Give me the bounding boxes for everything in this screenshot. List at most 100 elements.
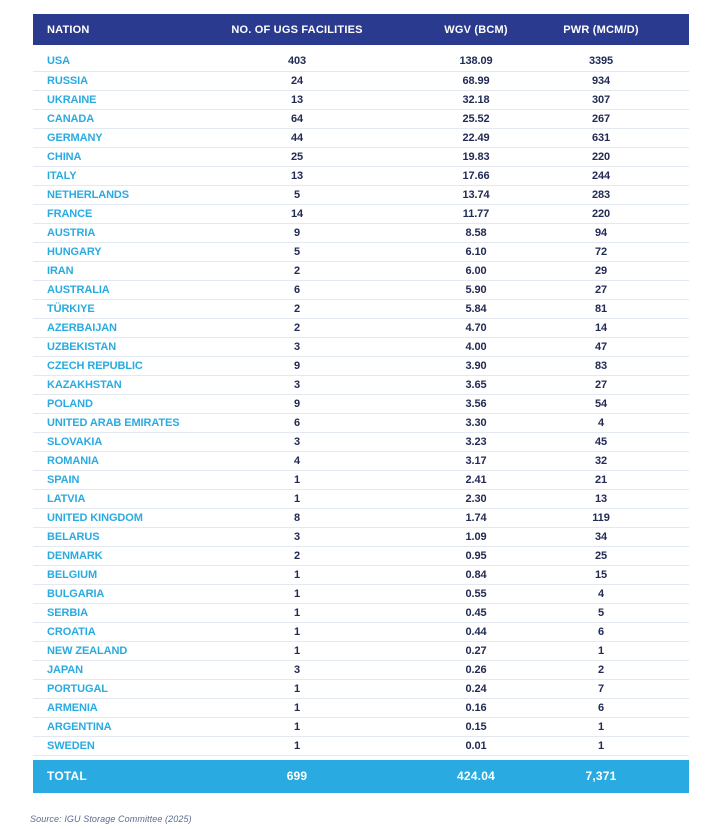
facilities-cell: 2 <box>183 261 411 281</box>
pwr-cell: 27 <box>541 375 689 395</box>
facilities-cell: 1 <box>183 736 411 756</box>
table-row: SERBIA 1 0.45 5 <box>33 603 689 623</box>
facilities-cell: 8 <box>183 508 411 528</box>
facilities-cell: 13 <box>183 166 411 186</box>
wgv-cell: 2.30 <box>411 489 541 509</box>
table-row: USA 403 138.09 3395 <box>33 52 689 72</box>
nation-cell: USA <box>33 52 183 72</box>
pwr-cell: 244 <box>541 166 689 186</box>
pwr-cell: 3395 <box>541 52 689 72</box>
facilities-cell: 1 <box>183 603 411 623</box>
table-row: KAZAKHSTAN 3 3.65 27 <box>33 375 689 395</box>
nation-cell: POLAND <box>33 394 183 414</box>
nation-cell: BELARUS <box>33 527 183 547</box>
nation-cell: ARGENTINA <box>33 717 183 737</box>
facilities-cell: 14 <box>183 204 411 224</box>
column-header-wgv: WGV (BCM) <box>411 14 541 45</box>
nation-cell: ARMENIA <box>33 698 183 718</box>
wgv-cell: 138.09 <box>411 52 541 72</box>
table-row: UKRAINE 13 32.18 307 <box>33 90 689 110</box>
nation-cell: UNITED ARAB EMIRATES <box>33 413 183 433</box>
wgv-cell: 3.23 <box>411 432 541 452</box>
pwr-cell: 15 <box>541 565 689 585</box>
table-row: ROMANIA 4 3.17 32 <box>33 451 689 471</box>
nation-cell: SLOVAKIA <box>33 432 183 452</box>
nation-cell: BULGARIA <box>33 584 183 604</box>
facilities-cell: 1 <box>183 679 411 699</box>
wgv-cell: 22.49 <box>411 128 541 148</box>
table-row: CROATIA 1 0.44 6 <box>33 622 689 642</box>
pwr-cell: 6 <box>541 698 689 718</box>
wgv-cell: 0.44 <box>411 622 541 642</box>
facilities-cell: 2 <box>183 546 411 566</box>
pwr-cell: 631 <box>541 128 689 148</box>
facilities-cell: 24 <box>183 71 411 91</box>
nation-cell: NEW ZEALAND <box>33 641 183 661</box>
table-row: JAPAN 3 0.26 2 <box>33 660 689 680</box>
pwr-cell: 29 <box>541 261 689 281</box>
wgv-cell: 13.74 <box>411 185 541 205</box>
pwr-cell: 5 <box>541 603 689 623</box>
table-row: SLOVAKIA 3 3.23 45 <box>33 432 689 452</box>
nation-cell: ROMANIA <box>33 451 183 471</box>
table-row: ARGENTINA 1 0.15 1 <box>33 717 689 737</box>
pwr-cell: 220 <box>541 204 689 224</box>
pwr-cell: 6 <box>541 622 689 642</box>
pwr-cell: 4 <box>541 584 689 604</box>
pwr-cell: 54 <box>541 394 689 414</box>
wgv-cell: 11.77 <box>411 204 541 224</box>
source-note: Source: IGU Storage Committee (2025) <box>30 814 192 824</box>
pwr-cell: 4 <box>541 413 689 433</box>
nation-cell: CANADA <box>33 109 183 129</box>
pwr-cell: 72 <box>541 242 689 262</box>
table-row: BELGIUM 1 0.84 15 <box>33 565 689 585</box>
wgv-cell: 0.24 <box>411 679 541 699</box>
facilities-cell: 3 <box>183 527 411 547</box>
facilities-cell: 3 <box>183 432 411 452</box>
total-pwr: 7,371 <box>585 769 617 783</box>
nation-cell: CZECH REPUBLIC <box>33 356 183 376</box>
wgv-cell: 5.84 <box>411 299 541 319</box>
total-facilities: 699 <box>286 769 308 783</box>
table-header: NATION NO. OF UGS FACILITIES WGV (BCM) P… <box>33 14 689 45</box>
facilities-cell: 9 <box>183 356 411 376</box>
wgv-cell: 17.66 <box>411 166 541 186</box>
pwr-cell: 34 <box>541 527 689 547</box>
facilities-cell: 13 <box>183 90 411 110</box>
nation-cell: LATVIA <box>33 489 183 509</box>
nation-cell: CROATIA <box>33 622 183 642</box>
pwr-cell: 119 <box>541 508 689 528</box>
wgv-cell: 6.00 <box>411 261 541 281</box>
pwr-cell: 7 <box>541 679 689 699</box>
facilities-cell: 2 <box>183 318 411 338</box>
wgv-cell: 6.10 <box>411 242 541 262</box>
nation-cell: RUSSIA <box>33 71 183 91</box>
facilities-cell: 2 <box>183 299 411 319</box>
table-row: CZECH REPUBLIC 9 3.90 83 <box>33 356 689 376</box>
pwr-cell: 21 <box>541 470 689 490</box>
nation-cell: UNITED KINGDOM <box>33 508 183 528</box>
table-row: BULGARIA 1 0.55 4 <box>33 584 689 604</box>
facilities-cell: 1 <box>183 622 411 642</box>
nation-cell: IRAN <box>33 261 183 281</box>
nation-cell: AUSTRALIA <box>33 280 183 300</box>
wgv-cell: 3.17 <box>411 451 541 471</box>
wgv-cell: 25.52 <box>411 109 541 129</box>
wgv-cell: 3.90 <box>411 356 541 376</box>
table-row: UNITED ARAB EMIRATES 6 3.30 4 <box>33 413 689 433</box>
facilities-cell: 1 <box>183 584 411 604</box>
wgv-cell: 3.30 <box>411 413 541 433</box>
table-row: HUNGARY 5 6.10 72 <box>33 242 689 262</box>
wgv-cell: 0.01 <box>411 736 541 756</box>
wgv-cell: 68.99 <box>411 71 541 91</box>
table-row: UZBEKISTAN 3 4.00 47 <box>33 337 689 357</box>
pwr-cell: 307 <box>541 90 689 110</box>
facilities-cell: 5 <box>183 185 411 205</box>
wgv-cell: 5.90 <box>411 280 541 300</box>
facilities-cell: 44 <box>183 128 411 148</box>
nation-cell: AUSTRIA <box>33 223 183 243</box>
ugs-facilities-table: NATION NO. OF UGS FACILITIES WGV (BCM) P… <box>33 14 689 793</box>
table-row: PORTUGAL 1 0.24 7 <box>33 679 689 699</box>
table-row: CHINA 25 19.83 220 <box>33 147 689 167</box>
pwr-cell: 1 <box>541 717 689 737</box>
